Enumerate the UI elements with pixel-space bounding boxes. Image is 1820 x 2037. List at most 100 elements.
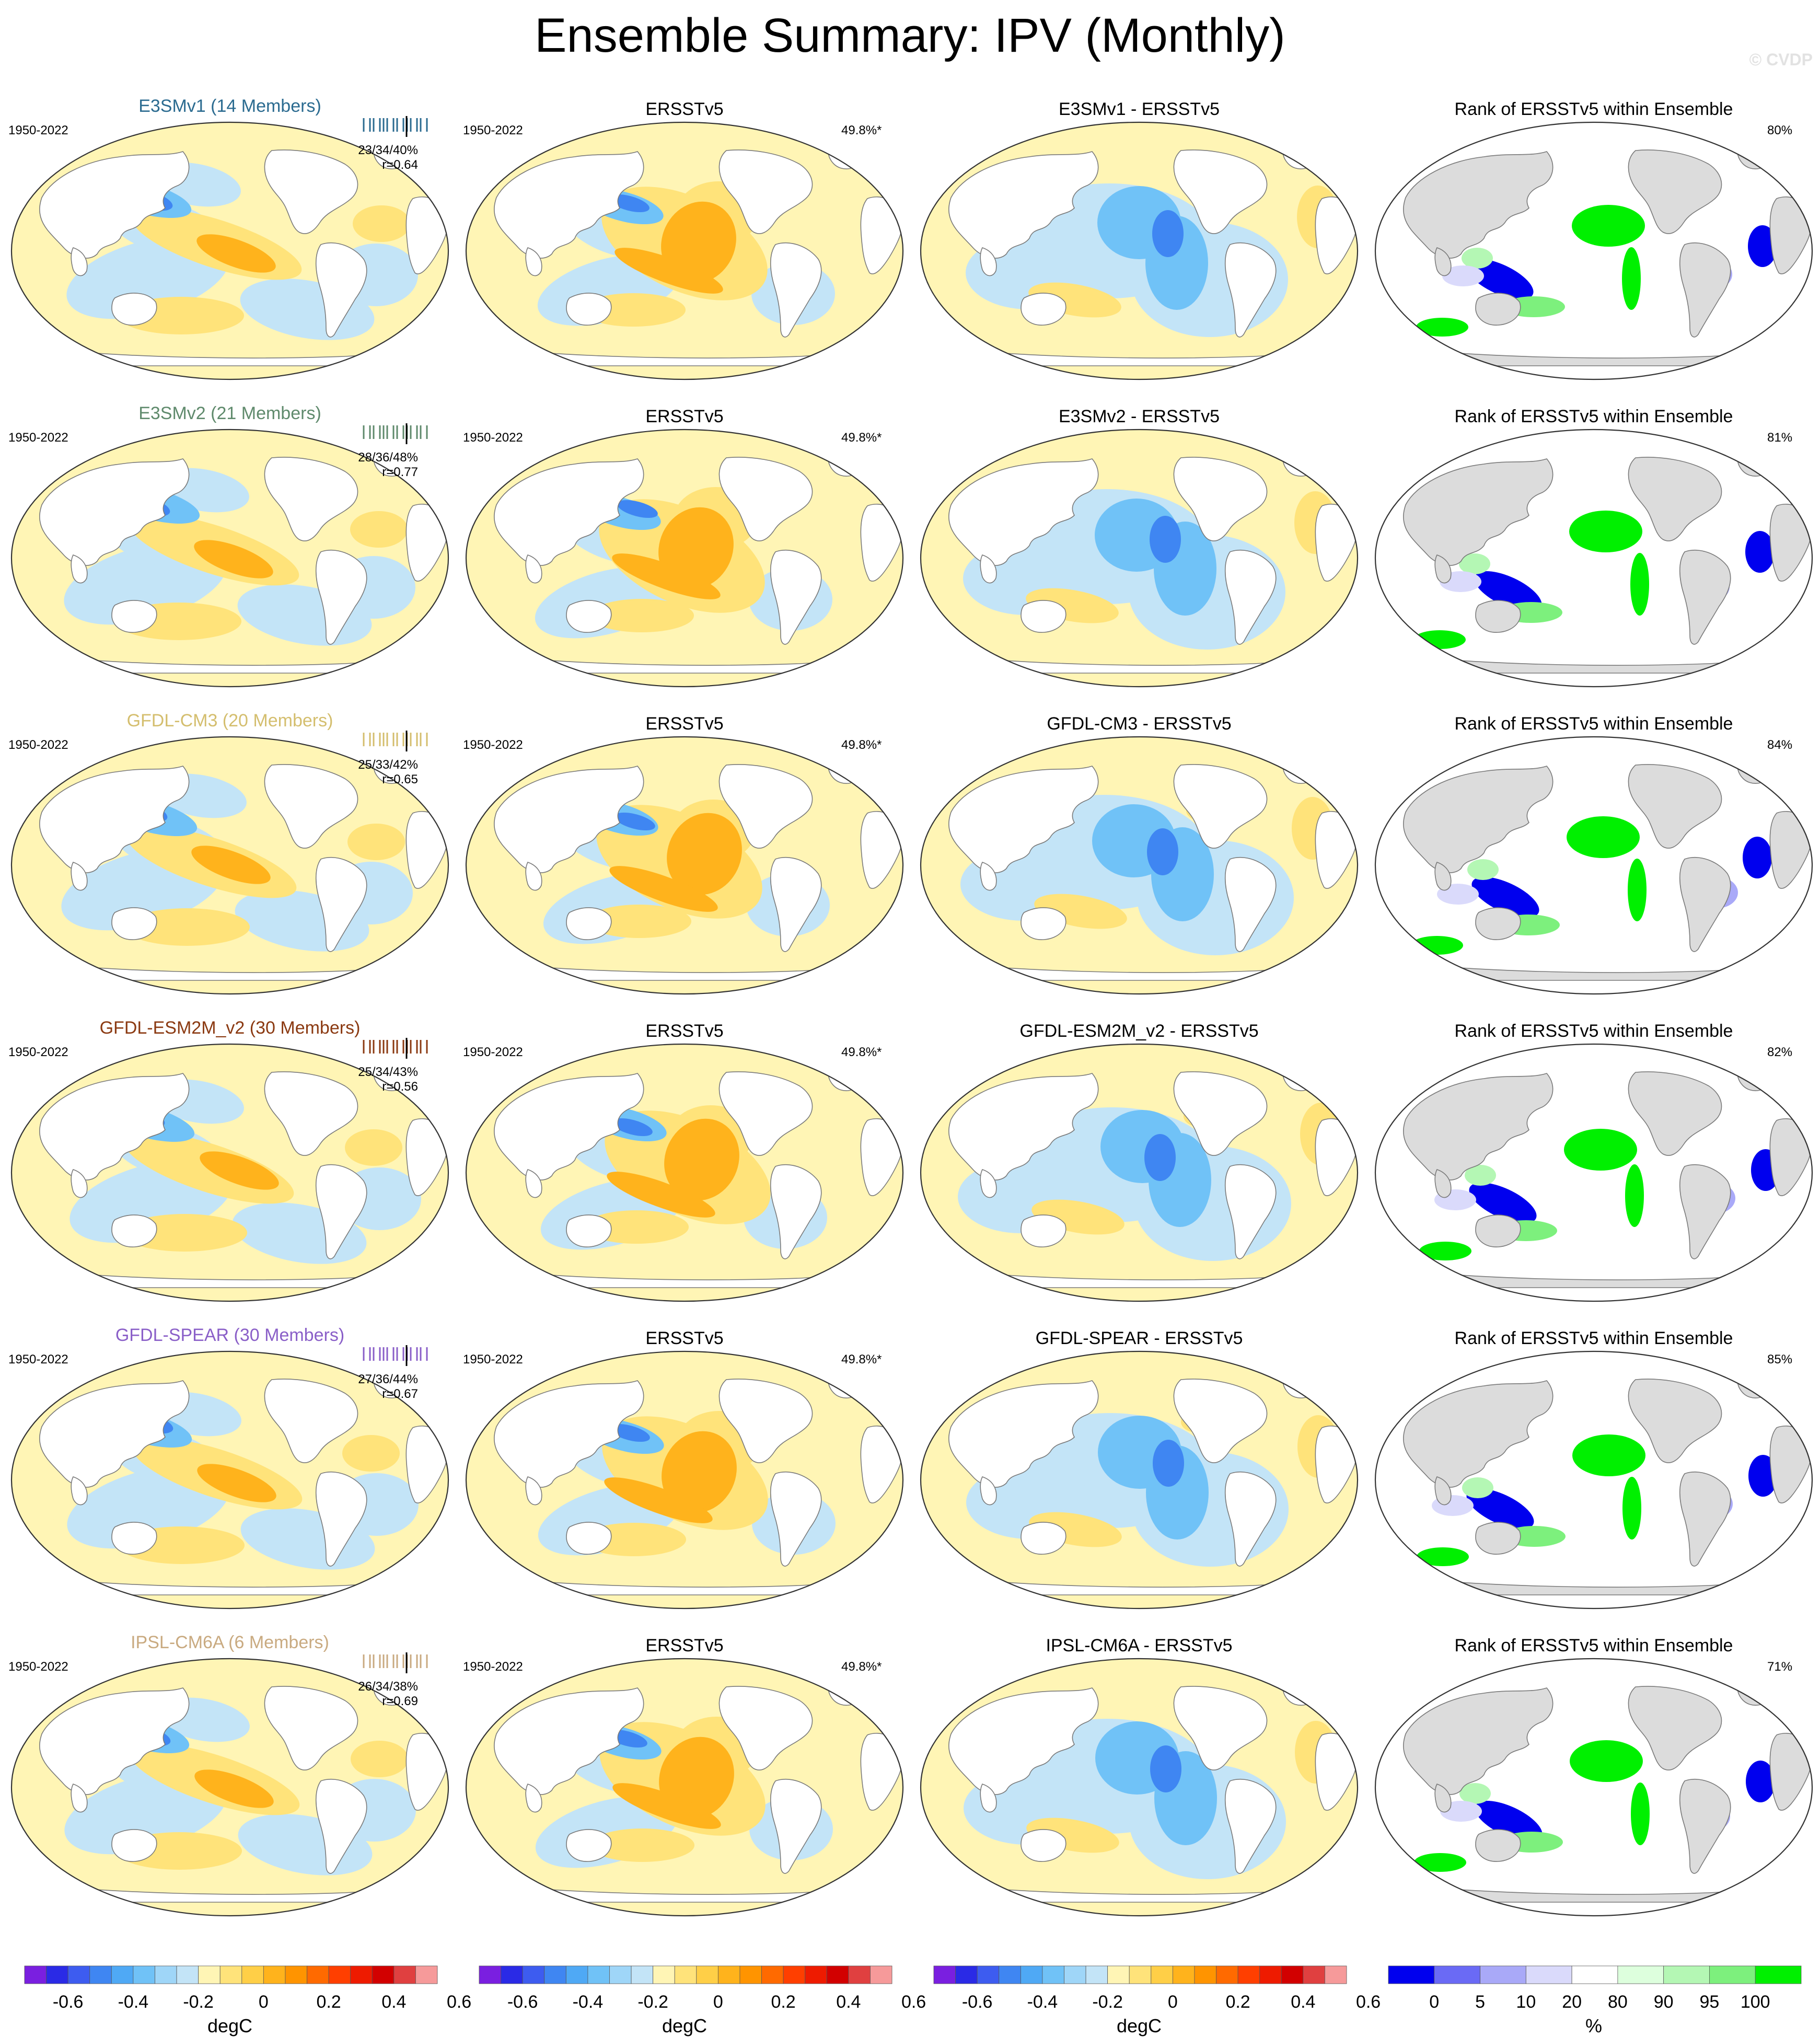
continent bbox=[1173, 457, 1268, 541]
continent bbox=[494, 1687, 644, 1795]
colorbar-swatch bbox=[955, 1965, 978, 1984]
colorbar-swatch bbox=[155, 1965, 177, 1984]
field-contour bbox=[617, 500, 658, 518]
obs-map-row-4 bbox=[465, 1043, 904, 1302]
diff-title: GFDL-ESM2M_v2 - ERSSTv5 bbox=[1019, 1021, 1259, 1041]
colorbar-tick-label: -0.4 bbox=[572, 1992, 604, 2012]
model-title: GFDL-SPEAR (30 Members) bbox=[115, 1325, 345, 1345]
continent bbox=[1224, 857, 1277, 952]
period-label: 1950-2022 bbox=[8, 1352, 68, 1367]
field-contour bbox=[1474, 571, 1542, 612]
pattern-stats: 23/34/40% bbox=[358, 143, 418, 157]
field-contour bbox=[1630, 553, 1649, 616]
continent bbox=[566, 1522, 612, 1555]
field-contour bbox=[584, 1210, 689, 1244]
field-contour bbox=[1416, 318, 1468, 337]
colorbar-swatch bbox=[219, 1965, 242, 1984]
continent bbox=[1173, 149, 1268, 234]
rank-map-row-4 bbox=[1374, 1043, 1813, 1302]
continent bbox=[718, 1686, 813, 1770]
continent bbox=[1679, 1471, 1731, 1567]
continent bbox=[1173, 1686, 1268, 1770]
colorbar-swatch bbox=[1237, 1965, 1260, 1984]
map-border bbox=[1374, 429, 1813, 688]
map-border bbox=[920, 736, 1359, 995]
member-spread-ticks bbox=[363, 1038, 428, 1059]
pattern-stats: 28/36/48% bbox=[358, 450, 418, 465]
continent bbox=[1434, 1784, 1452, 1813]
continent bbox=[1628, 149, 1722, 234]
field-contour bbox=[1572, 1434, 1645, 1476]
field-contour bbox=[1622, 247, 1641, 310]
colorbar-tick-label: 10 bbox=[1516, 1992, 1536, 2012]
continent bbox=[980, 1476, 997, 1506]
field-contour bbox=[1625, 1164, 1644, 1227]
field-contour bbox=[1745, 531, 1775, 573]
colorbar-swatch bbox=[1571, 1965, 1618, 1984]
colorbar-swatch bbox=[544, 1965, 566, 1984]
continent bbox=[948, 151, 1099, 259]
colorbar-swatch bbox=[609, 1965, 632, 1984]
field-contour bbox=[612, 1118, 653, 1137]
continent bbox=[566, 293, 612, 326]
colorbar-swatch bbox=[848, 1965, 871, 1984]
page-title: Ensemble Summary: IPV (Monthly) bbox=[535, 9, 1285, 62]
continent bbox=[1021, 907, 1067, 940]
map-border bbox=[1374, 1350, 1813, 1610]
continent bbox=[1021, 1214, 1067, 1247]
rank-title: Rank of ERSSTv5 within Ensemble bbox=[1454, 1636, 1733, 1656]
field-contour bbox=[609, 194, 650, 213]
colorbar-swatch bbox=[717, 1965, 740, 1984]
colorbar-tick-label: -0.6 bbox=[52, 1992, 84, 2012]
continent bbox=[1173, 1071, 1268, 1156]
field-contour bbox=[194, 1769, 274, 1808]
field-contour bbox=[353, 205, 410, 242]
continent bbox=[315, 857, 367, 952]
map-border bbox=[465, 1658, 904, 1917]
colorbar-swatch bbox=[415, 1965, 438, 1984]
continent bbox=[494, 766, 644, 873]
continent bbox=[111, 1214, 157, 1247]
field-contour bbox=[1153, 1440, 1184, 1487]
model-map-row-5 bbox=[10, 1350, 449, 1610]
obs-map-row-6 bbox=[465, 1658, 904, 1917]
model-map-row-1 bbox=[10, 121, 449, 380]
continent bbox=[1628, 1686, 1722, 1770]
pattern-stats: 25/34/43% bbox=[358, 1065, 418, 1079]
field-contour bbox=[589, 599, 694, 632]
obs-period: 1950-2022 bbox=[463, 738, 523, 752]
obs-period: 1950-2022 bbox=[463, 1352, 523, 1367]
map-border bbox=[465, 121, 904, 380]
continent bbox=[39, 458, 190, 566]
colorbar-swatch bbox=[653, 1965, 675, 1984]
continent bbox=[39, 766, 190, 873]
continent bbox=[770, 549, 822, 645]
continent bbox=[525, 247, 542, 276]
continent bbox=[264, 149, 358, 234]
diff-map-row-2 bbox=[920, 429, 1359, 688]
colorbar-tick-label: -0.6 bbox=[507, 1992, 538, 2012]
colorbar-tick-label: 0.6 bbox=[901, 1992, 926, 2012]
continent bbox=[1224, 1471, 1277, 1567]
period-label: 1950-2022 bbox=[8, 1660, 68, 1674]
colorbar-unit: % bbox=[1585, 2015, 1602, 2036]
colorbar-swatch bbox=[826, 1965, 849, 1984]
continent bbox=[1628, 1379, 1722, 1463]
colorbar-swatch bbox=[1480, 1965, 1526, 1984]
field-contour bbox=[200, 1151, 279, 1190]
period-label: 1950-2022 bbox=[8, 123, 68, 137]
colorbar-swatch bbox=[285, 1965, 307, 1984]
map-border bbox=[1374, 121, 1813, 380]
field-contour bbox=[1469, 1183, 1537, 1223]
colorbar-swatch bbox=[176, 1965, 199, 1984]
member-spread-ticks bbox=[363, 731, 428, 751]
colorbar-2 bbox=[479, 1965, 892, 1984]
colorbar-tick-label: 0.6 bbox=[446, 1992, 472, 2012]
continent bbox=[1021, 1829, 1067, 1862]
field-contour bbox=[587, 905, 691, 938]
continent bbox=[71, 1476, 88, 1506]
continent bbox=[1224, 549, 1277, 645]
continent bbox=[980, 554, 997, 584]
continent bbox=[264, 764, 358, 849]
continent bbox=[770, 857, 822, 952]
